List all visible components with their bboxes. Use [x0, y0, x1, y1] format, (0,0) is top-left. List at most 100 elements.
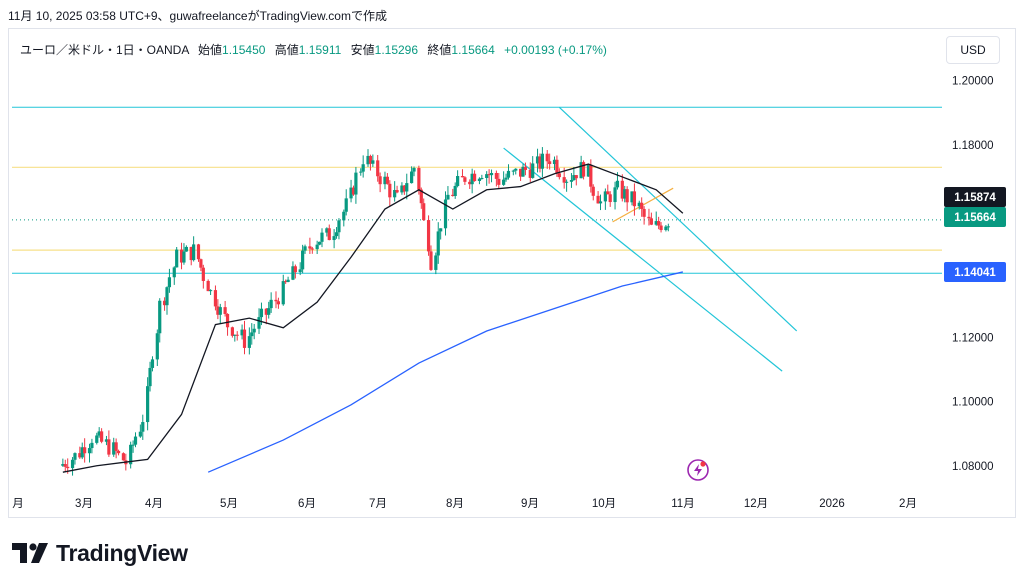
candle-body [196, 244, 201, 260]
candle-body [334, 232, 339, 237]
candle-body [225, 313, 230, 328]
candle-body [332, 236, 336, 241]
y-tick-label: 1.08000 [952, 461, 994, 473]
candle-body [213, 290, 218, 307]
candle-body [436, 231, 440, 256]
candle-body [354, 172, 358, 195]
lightning-icon[interactable] [687, 459, 709, 481]
candle-body [649, 218, 653, 225]
candle-body [162, 300, 167, 306]
candle-body [351, 187, 356, 195]
candle-body [562, 177, 566, 183]
candle-body [284, 281, 288, 283]
candle-body [95, 435, 99, 443]
candle-body [596, 195, 600, 204]
candle-body [514, 168, 518, 171]
candle-body [73, 453, 77, 460]
x-tick-label: 4月 [145, 498, 163, 510]
candle-body [250, 332, 254, 337]
candle-body [184, 246, 188, 252]
candle-body [378, 176, 382, 185]
candle-body [603, 191, 607, 202]
candle-body [632, 191, 637, 207]
price-badge-text: 1.15664 [954, 212, 996, 224]
candle-body [361, 164, 365, 172]
chart-timestamp-caption: 11月 10, 2025 03:58 UTC+9、guwafreelanceがT… [8, 9, 387, 23]
candle-body [129, 444, 133, 465]
candle-body [78, 453, 82, 458]
candle-body [315, 244, 319, 250]
candle-body [97, 431, 101, 436]
channel-lines [503, 106, 798, 372]
candle-body [349, 187, 353, 199]
candle-body [131, 444, 135, 446]
candle-body [572, 175, 576, 181]
x-tick-label: 6月 [298, 498, 316, 510]
x-tick-label: 10月 [592, 498, 616, 510]
currency-button[interactable]: USD [946, 36, 1000, 64]
candle-body [557, 173, 561, 178]
candle-body [589, 164, 593, 187]
candle-body [155, 333, 159, 360]
price-badge-bg [944, 207, 1006, 227]
candle-body [269, 299, 273, 309]
candle-body [511, 170, 515, 172]
candle-body [640, 202, 644, 209]
candle-body [586, 164, 591, 177]
candle-body [439, 228, 443, 232]
candle-body [426, 220, 431, 252]
candle-body [70, 459, 75, 469]
candle-body [383, 176, 387, 185]
high-value: 1.15911 [298, 43, 342, 57]
x-tick-label: 7月 [369, 498, 387, 510]
candle-body [451, 194, 455, 197]
candle-body [494, 172, 498, 179]
candle-body [327, 228, 331, 241]
candle-body [419, 189, 423, 204]
candle-body [366, 155, 370, 165]
candle-body [659, 225, 663, 231]
candle-body [172, 267, 176, 278]
candle-body [240, 329, 244, 336]
candle-body [504, 177, 508, 180]
x-axis-ticks: 月 3月 4月 5月 6月 7月 8月 9月 10月 11月 12月 2026 2月 [12, 498, 917, 510]
candle-body [252, 328, 256, 333]
candle-body [422, 203, 426, 221]
candle-body [63, 464, 67, 467]
low-value: 1.15296 [374, 43, 419, 57]
candle-body [540, 153, 544, 169]
candle-body [192, 244, 196, 261]
candle-body [535, 156, 540, 164]
candle-body [625, 189, 629, 203]
candle-body [310, 248, 314, 250]
candle-body [342, 211, 346, 221]
x-tick-label: 月 [12, 498, 24, 510]
candle-body [199, 259, 203, 268]
candle-body [218, 307, 222, 315]
candle-body [301, 250, 305, 270]
candle-body [100, 431, 104, 442]
candle-body [385, 176, 389, 184]
candle-body [235, 334, 239, 336]
tradingview-logo[interactable]: TradingView [12, 540, 188, 566]
channel-line-1 [503, 147, 783, 372]
candle-body [472, 173, 477, 181]
candle-body [468, 181, 472, 185]
candle-body [528, 169, 532, 178]
symbol-label[interactable]: ユーロ／米ドル・1日・OANDA [20, 43, 189, 57]
candle-body [247, 336, 251, 348]
candle-body [83, 447, 87, 454]
price-badge-bg [944, 262, 1006, 282]
x-tick-label: 3月 [75, 498, 93, 510]
candle-body [206, 280, 210, 292]
candle-body [121, 453, 126, 461]
tradingview-logo-text: TradingView [56, 539, 188, 566]
candle-body [158, 300, 162, 334]
short-moving-average-line [62, 163, 684, 473]
low-label: 安値 [350, 43, 375, 57]
candle-body [395, 190, 399, 193]
y-tick-label: 1.12000 [952, 332, 994, 344]
chart-frame [8, 28, 1016, 518]
candle-body [487, 174, 491, 176]
